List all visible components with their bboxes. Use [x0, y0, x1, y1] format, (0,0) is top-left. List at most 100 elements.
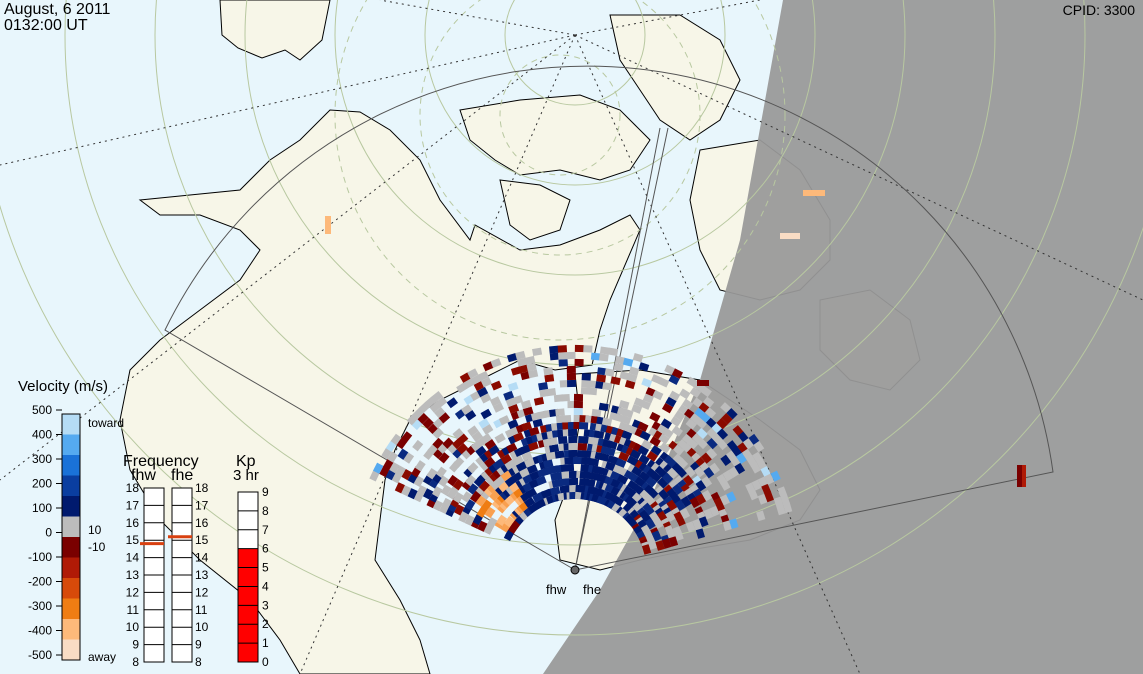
velocity-cell	[432, 437, 444, 450]
velocity-cell	[482, 424, 494, 435]
velocity-cell	[681, 398, 694, 410]
velocity-cell	[764, 491, 774, 503]
velocity-cell	[665, 396, 677, 408]
frequency-tick-label: 10	[126, 620, 140, 634]
velocity-tick-label: -500	[28, 648, 52, 662]
velocity-cell	[626, 516, 638, 528]
velocity-cell	[726, 491, 737, 503]
frequency-tick-label: 9	[132, 638, 139, 652]
velocity-cell	[464, 514, 475, 526]
frequency-panel: 18 18 17 17 16 16 15 15 14 14 13 13 12 12 11 11 10 10 9 9 8 8	[126, 481, 209, 669]
velocity-cell	[624, 379, 636, 390]
velocity-tick-label: 100	[32, 501, 52, 515]
kp-tick-label: 7	[262, 523, 269, 537]
velocity-cell	[674, 499, 686, 512]
velocity-cell	[527, 369, 539, 379]
velocity-cell	[659, 442, 671, 454]
velocity-color-swatch	[62, 516, 80, 538]
velocity-cell	[803, 190, 825, 196]
velocity-cell	[467, 483, 479, 495]
night-region	[543, 0, 1143, 674]
velocity-cell	[652, 390, 664, 401]
velocity-cell	[613, 362, 624, 372]
velocity-cell	[478, 418, 490, 429]
velocity-cell	[680, 496, 692, 508]
velocity-cell	[638, 454, 650, 465]
kp-tick-label: 9	[262, 485, 269, 499]
velocity-cell	[435, 466, 447, 478]
velocity-cell	[693, 466, 706, 478]
velocity-cell	[709, 462, 720, 475]
frequency-tick-label: 14	[195, 551, 209, 565]
velocity-cell	[628, 366, 640, 376]
magnetic-latitude-circles	[334, 0, 786, 341]
velocity-cell	[696, 427, 708, 440]
velocity-cell	[401, 431, 413, 443]
velocity-cell	[549, 486, 561, 496]
velocity-cell	[583, 345, 593, 353]
velocity-cell	[671, 425, 684, 437]
velocity-cell	[697, 380, 709, 386]
velocity-cell	[631, 465, 643, 477]
velocity-cell	[647, 539, 658, 550]
velocity-color-swatch	[62, 496, 80, 517]
velocity-cell	[595, 466, 606, 476]
kp-tick-label: 5	[262, 561, 269, 575]
velocity-cell	[456, 442, 469, 455]
velocity-cell	[608, 347, 619, 356]
velocity-cell	[637, 421, 649, 432]
velocity-cell	[442, 437, 454, 449]
velocity-cell	[651, 530, 662, 542]
frequency-tick-label: 12	[195, 585, 209, 599]
velocity-cell	[660, 418, 673, 430]
velocity-cell	[638, 362, 650, 372]
velocity-tick-label: -100	[28, 550, 52, 564]
velocity-cell	[703, 467, 715, 479]
velocity-cell	[459, 372, 472, 383]
velocity-cell	[622, 357, 634, 367]
velocity-toward-label: toward	[88, 416, 124, 430]
velocity-cell	[507, 419, 519, 430]
velocity-cell	[521, 451, 533, 462]
velocity-cell	[645, 518, 656, 530]
frequency-tick-label: 13	[195, 568, 209, 582]
velocity-cell	[464, 499, 476, 511]
velocity-cell	[526, 464, 538, 475]
velocity-cell	[512, 395, 524, 405]
velocity-cell	[597, 367, 607, 376]
velocity-cell	[503, 390, 515, 401]
velocity-scale-title: Velocity (m/s)	[18, 378, 108, 395]
velocity-cell	[561, 415, 572, 423]
velocity-cell	[675, 466, 687, 478]
cpid-label: CPID: 3300	[1062, 2, 1135, 18]
velocity-cell	[506, 352, 518, 363]
velocity-cell	[426, 467, 438, 480]
velocity-cell	[532, 347, 543, 357]
velocity-color-swatch	[62, 639, 80, 661]
velocity-cell	[461, 491, 473, 503]
frequency-col-fhw: fhw	[131, 467, 156, 484]
velocity-tick-label: -300	[28, 599, 52, 613]
velocity-cell	[480, 393, 492, 404]
velocity-cell	[661, 472, 674, 484]
velocity-cell	[728, 466, 740, 478]
velocity-cell	[668, 374, 680, 385]
velocity-cell	[695, 417, 708, 429]
velocity-cell	[515, 350, 526, 360]
velocity-cell	[716, 428, 729, 440]
velocity-cell	[417, 412, 429, 425]
velocity-cell	[440, 484, 452, 496]
velocity-cell	[700, 386, 712, 398]
velocity-cell	[467, 368, 479, 379]
velocity-cell	[722, 470, 734, 482]
velocity-cell	[641, 377, 653, 388]
velocity-cell	[689, 496, 701, 509]
velocity-cell	[467, 462, 479, 474]
velocity-cell	[528, 426, 540, 436]
velocity-cell	[422, 417, 434, 430]
velocity-cell	[507, 381, 519, 392]
velocity-cell	[668, 390, 681, 402]
velocity-tick-label: 400	[32, 428, 52, 442]
velocity-tick-label: -400	[28, 624, 52, 638]
